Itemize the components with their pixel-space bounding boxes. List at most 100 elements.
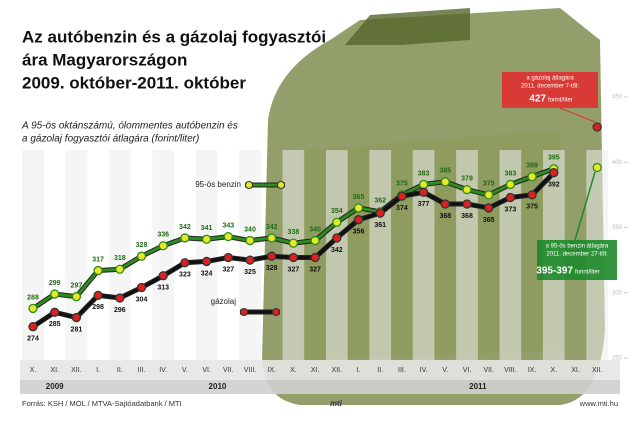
point [462, 185, 472, 195]
logo: mti [330, 399, 343, 408]
axis-band [20, 360, 620, 380]
y-tick-label: 350 [612, 225, 623, 231]
point [158, 241, 168, 251]
point [505, 192, 516, 203]
year-label: 2011 [469, 382, 487, 391]
column-band [369, 150, 392, 360]
data-label: 323 [179, 272, 191, 279]
data-label: 318 [114, 255, 126, 262]
data-label: 368 [439, 213, 451, 220]
x-tick-label: III. [398, 367, 406, 374]
point [201, 234, 212, 244]
point [158, 271, 168, 281]
point [505, 179, 516, 190]
data-label: 365 [483, 217, 495, 224]
data-label: 375 [396, 181, 408, 188]
data-label: 288 [27, 294, 39, 301]
data-label: 377 [418, 201, 430, 208]
point [180, 233, 190, 243]
data-label: 340 [309, 226, 321, 233]
x-tick-label: IX. [267, 367, 276, 374]
legend-marker [245, 181, 253, 189]
data-label: 317 [92, 256, 104, 263]
x-tick-label: IV. [420, 367, 428, 374]
x-tick-label: XII. [332, 367, 343, 374]
x-tick-label: IV. [159, 367, 167, 374]
column-band [65, 150, 88, 360]
point [245, 235, 255, 246]
data-label: 389 [526, 162, 538, 169]
data-label: 374 [396, 205, 408, 212]
point [288, 252, 299, 263]
point [484, 190, 494, 200]
x-tick-label: X. [550, 367, 557, 374]
point [332, 233, 342, 243]
point [201, 256, 212, 267]
subtitle: a gázolaj fogyasztói átlagára (forint/li… [22, 134, 199, 145]
column-band [239, 150, 261, 360]
column-band [22, 150, 44, 360]
data-label: 336 [157, 232, 169, 239]
annotation-unit: forint/liter [575, 270, 600, 276]
data-label: 383 [505, 170, 517, 177]
x-tick-label: V. [442, 367, 448, 374]
x-tick-label: XI. [311, 367, 320, 374]
point [353, 203, 364, 213]
data-label: 342 [179, 224, 191, 231]
data-label: 324 [201, 270, 213, 277]
annotation-text: 2011. december 7-től: [521, 84, 579, 90]
year-band [20, 380, 620, 394]
point [549, 168, 559, 178]
annotation-text: a 95-ös benzin átlagára [546, 244, 609, 250]
point [418, 187, 429, 197]
point [353, 215, 364, 225]
data-label: 285 [49, 321, 61, 328]
annotation-pointer [559, 107, 596, 123]
annotation-text: 2011. december 27-től: [546, 252, 608, 258]
annotation-box [502, 72, 598, 108]
point [418, 179, 429, 190]
data-label: 383 [418, 170, 430, 177]
legend-marker [240, 308, 248, 316]
chart-title: ára Magyarországon [22, 50, 187, 69]
point [180, 258, 190, 268]
column-band [325, 150, 348, 360]
point [440, 199, 450, 209]
point [484, 203, 494, 213]
point [245, 255, 255, 265]
legend-label: 95-ös benzin [195, 180, 241, 189]
x-tick-label: XII. [71, 367, 82, 374]
annotation-box [537, 240, 617, 280]
point [527, 190, 537, 200]
data-label: 327 [309, 266, 321, 273]
x-tick-label: I. [357, 367, 361, 374]
column-band [108, 150, 131, 360]
chart-title: Az autóbenzin és a gázolaj fogyasztói [22, 27, 326, 46]
data-label: 342 [266, 224, 278, 231]
data-label: 365 [353, 194, 365, 201]
data-label: 368 [461, 213, 473, 220]
annotation-value: 395-397 [536, 266, 573, 277]
point [93, 290, 103, 301]
point [527, 171, 537, 182]
legend-label: gázolaj [211, 297, 237, 306]
point [93, 265, 103, 276]
point [310, 235, 320, 246]
legend-marker [272, 308, 280, 316]
data-label: 328 [136, 242, 148, 249]
data-label: 298 [92, 304, 104, 311]
point [136, 251, 147, 261]
point [267, 251, 277, 261]
data-label: 379 [461, 175, 473, 182]
chart-title: 2009. október-2011. október [22, 73, 246, 92]
data-label: 325 [244, 269, 256, 276]
data-label: 395 [548, 155, 560, 162]
y-tick-label: 250 [612, 356, 623, 362]
url: www.mti.hu [579, 399, 618, 408]
data-label: 299 [49, 280, 61, 287]
point [332, 217, 342, 227]
x-tick-label: XII. [592, 367, 603, 374]
x-tick-label: VII. [223, 367, 234, 374]
data-label: 304 [136, 296, 148, 303]
point [136, 282, 147, 293]
